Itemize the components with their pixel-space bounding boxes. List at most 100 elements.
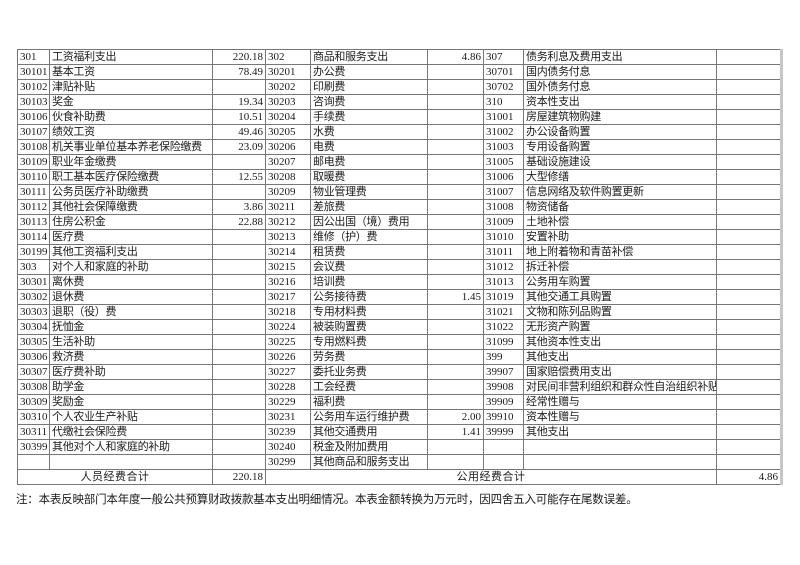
amount-cell: 1.45: [427, 289, 484, 305]
code-cell: 30303: [17, 304, 50, 320]
subject-name-cell: 水费: [310, 124, 428, 140]
code-cell: 30702: [483, 79, 524, 95]
amount-cell: 49.46: [212, 124, 266, 140]
subject-name-cell: 工资福利支出: [49, 49, 213, 65]
amount-cell: 10.51: [212, 109, 266, 125]
table-row: 30399 其他对个人和家庭的补助 30240 税金及附加费用: [17, 439, 782, 455]
amount-cell: [212, 274, 266, 290]
code-cell: 39910: [483, 409, 524, 425]
amount-cell: 1.41: [427, 424, 484, 440]
subject-name-cell: 物业管理费: [310, 184, 428, 200]
subject-name-cell: 绩效工资: [49, 124, 213, 140]
code-cell: 303: [17, 259, 50, 275]
subject-name-cell: 公务用车购置: [523, 274, 717, 290]
code-cell: 31005: [483, 154, 524, 170]
amount-cell: 4.86: [427, 49, 484, 65]
code-cell: 39999: [483, 424, 524, 440]
code-cell: 30229: [265, 394, 311, 410]
code-cell: 31008: [483, 199, 524, 215]
amount-cell: [427, 169, 484, 185]
code-cell: 30239: [265, 424, 311, 440]
table-row: 303 对个人和家庭的补助 30215 会议费 31012 拆迁补偿: [17, 259, 782, 275]
code-cell: 31007: [483, 184, 524, 200]
amount-cell: [212, 439, 266, 455]
table-row: 30308 助学金 30228 工会经费 39908 对民间非营利组织和群众性自治组织补贴: [17, 379, 782, 395]
amount-cell: [212, 289, 266, 305]
code-cell: 30228: [265, 379, 311, 395]
code-cell: 30309: [17, 394, 50, 410]
amount-cell: [212, 304, 266, 320]
subject-name-cell: 个人农业生产补贴: [49, 409, 213, 425]
code-cell: 30701: [483, 64, 524, 80]
footnote: 注：本表反映部门本年度一般公共预算财政拨款基本支出明细情况。本表金额转换为万元时…: [16, 494, 638, 506]
code-cell: 30108: [17, 139, 50, 155]
amount-cell: 220.18: [212, 49, 266, 65]
amount-cell: 22.88: [212, 214, 266, 230]
amount-cell: [212, 319, 266, 335]
code-cell: [483, 454, 524, 470]
amount-cell: [716, 394, 782, 410]
code-cell: 39908: [483, 379, 524, 395]
code-cell: 30306: [17, 349, 50, 365]
amount-cell: [716, 334, 782, 350]
code-cell: 30399: [17, 439, 50, 455]
subject-name-cell: 无形资产购置: [523, 319, 717, 335]
amount-cell: [427, 319, 484, 335]
subject-name-cell: 公务接待费: [310, 289, 428, 305]
subject-name-cell: 其他对个人和家庭的补助: [49, 439, 213, 455]
code-cell: 30213: [265, 229, 311, 245]
amount-cell: [427, 244, 484, 260]
amount-cell: [212, 364, 266, 380]
subject-name-cell: 税金及附加费用: [310, 439, 428, 455]
subject-name-cell: 安置补助: [523, 229, 717, 245]
table-row: 301 工资福利支出 220.18 302 商品和服务支出 4.86 307 债务利息及费用支…: [17, 49, 782, 65]
code-cell: 39907: [483, 364, 524, 380]
subject-name-cell: 退休费: [49, 289, 213, 305]
code-cell: 39909: [483, 394, 524, 410]
subject-name-cell: 基本工资: [49, 64, 213, 80]
code-cell: 31010: [483, 229, 524, 245]
code-cell: 30304: [17, 319, 50, 335]
subject-name-cell: 伙食补助费: [49, 109, 213, 125]
amount-cell: [716, 409, 782, 425]
code-cell: 31099: [483, 334, 524, 350]
subject-name-cell: [523, 439, 717, 455]
public-total-label: 公用经费合计: [265, 469, 717, 485]
subject-name-cell: 租赁费: [310, 244, 428, 260]
code-cell: 30207: [265, 154, 311, 170]
amount-cell: [716, 49, 782, 65]
subject-name-cell: 土地补偿: [523, 214, 717, 230]
code-cell: 30110: [17, 169, 50, 185]
amount-cell: [212, 244, 266, 260]
amount-cell: [212, 394, 266, 410]
code-cell: 30205: [265, 124, 311, 140]
subject-name-cell: 办公设备购置: [523, 124, 717, 140]
amount-cell: [212, 229, 266, 245]
amount-cell: [716, 154, 782, 170]
code-cell: 30103: [17, 94, 50, 110]
subject-name-cell: 医疗费: [49, 229, 213, 245]
subject-name-cell: 其他支出: [523, 349, 717, 365]
table-row: 30311 代缴社会保险费 30239 其他交通费用 1.41 39999 其他支出: [17, 424, 782, 440]
subject-name-cell: 抚恤金: [49, 319, 213, 335]
amount-cell: [212, 259, 266, 275]
subject-name-cell: 福利费: [310, 394, 428, 410]
subject-name-cell: 债务利息及费用支出: [523, 49, 717, 65]
subject-name-cell: 大型修缮: [523, 169, 717, 185]
subject-name-cell: 其他交通工具购置: [523, 289, 717, 305]
amount-cell: [716, 79, 782, 95]
subject-name-cell: 委托业务费: [310, 364, 428, 380]
subject-name-cell: 其他商品和服务支出: [310, 454, 428, 470]
subject-name-cell: 手续费: [310, 109, 428, 125]
code-cell: [17, 454, 50, 470]
subject-name-cell: 拆迁补偿: [523, 259, 717, 275]
amount-cell: [427, 439, 484, 455]
subject-name-cell: 其他支出: [523, 424, 717, 440]
code-cell: 302: [265, 49, 311, 65]
subject-name-cell: 咨询费: [310, 94, 428, 110]
amount-cell: [716, 169, 782, 185]
table-row: 30305 生活补助 30225 专用燃料费 31099 其他资本性支出: [17, 334, 782, 350]
subject-name-cell: 公务员医疗补助缴费: [49, 184, 213, 200]
code-cell: 30102: [17, 79, 50, 95]
code-cell: 30218: [265, 304, 311, 320]
